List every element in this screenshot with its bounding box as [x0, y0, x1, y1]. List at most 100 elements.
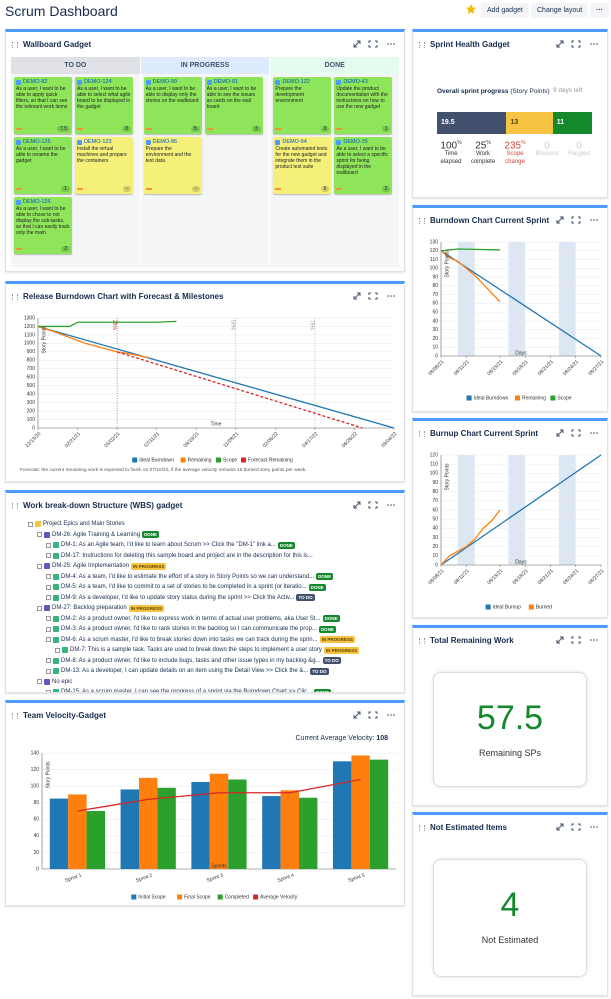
y-tick-label: 50	[432, 309, 438, 315]
legend-swatch	[528, 604, 534, 610]
drag-handle	[419, 42, 425, 48]
card-summary: As a user, I want to be able to see the …	[206, 86, 257, 110]
wbs-row: DM-27: Backlog preparation IN PROGRESS	[28, 603, 359, 614]
legend-swatch	[241, 457, 246, 463]
card-footer: 8	[77, 126, 131, 132]
gadget-controls[interactable]	[555, 635, 601, 645]
card-summary: As a user, I want to be able to chose to…	[16, 206, 70, 236]
legend-swatch	[177, 894, 183, 900]
issue-icon	[53, 573, 59, 580]
expander	[46, 584, 51, 590]
y-axis-title: Story Points	[444, 463, 450, 490]
x-axis-title: Time	[211, 421, 222, 427]
status-badge: DONE	[142, 531, 160, 539]
gadget-title: Work break-down Structure (WBS) gadget	[23, 501, 183, 510]
board-column: TO DO DEMO-82 As a user, I want to be able…	[11, 57, 140, 267]
priority-icon	[77, 128, 83, 130]
gadget-controls[interactable]	[555, 822, 601, 832]
card-summary: Prepare the environment and the test dat…	[145, 146, 192, 164]
metric-label: Remaining SPs	[478, 748, 542, 758]
stat-number: 25	[475, 140, 487, 152]
bar	[351, 755, 370, 869]
issue-type-icon	[275, 79, 281, 85]
issue-type-icon	[145, 139, 151, 145]
y-tick-label: 400	[27, 391, 36, 397]
x-tick-label: 02/06/22	[262, 431, 280, 449]
gadget-controls[interactable]	[352, 710, 398, 720]
x-tick-label: Sprint 4	[277, 872, 295, 884]
y-tick-label: 500	[27, 383, 36, 389]
x-tick-label: 11/28/21	[222, 431, 240, 449]
drag-handle	[12, 713, 18, 719]
gadget-controls[interactable]	[555, 39, 601, 49]
card-key-row: DEMO-81	[206, 79, 261, 85]
metric-value: 57.5	[476, 699, 544, 737]
y-tick-label: 0	[435, 562, 438, 568]
add-gadget-button[interactable]: Add gadget	[481, 3, 529, 18]
issue-icon	[44, 605, 50, 612]
sprint-health-gadget: Sprint Health Gadget Overall sprint prog…	[412, 29, 608, 198]
legend-label: Average Velocity	[260, 894, 298, 900]
expander	[46, 658, 51, 664]
wbs-text: DM-13: As a developer, I can update deta…	[61, 668, 309, 675]
wbs-text: DM-1: As an Agile team, I'd like to lear…	[61, 542, 276, 549]
issue-icon	[53, 626, 59, 633]
card-footer: -	[145, 186, 200, 192]
favorite-star[interactable]	[466, 4, 476, 14]
card-summary: As a user, I want to be able to select a…	[336, 146, 389, 176]
status-badge: TO DO	[296, 594, 315, 602]
gadget-controls[interactable]	[352, 500, 398, 510]
y-tick-label: 30	[432, 327, 438, 333]
status-badge: DONE	[316, 573, 334, 581]
y-tick-label: 60	[432, 507, 438, 513]
x-tick-label: 08/08/21	[427, 359, 445, 377]
y-tick-label: 20	[432, 544, 438, 550]
gadget-controls[interactable]	[352, 291, 398, 301]
x-tick-label: 07/11/21	[143, 431, 161, 449]
card-estimate: 8	[122, 126, 131, 132]
issue-icon	[62, 647, 68, 654]
bar	[262, 796, 281, 869]
x-tick-label: 08/18/21	[512, 568, 530, 586]
issue-icon	[53, 552, 59, 559]
gadget-controls[interactable]	[352, 39, 398, 49]
stat-label: Flagged	[568, 151, 590, 158]
legend-label: Initial Scope	[138, 894, 165, 900]
card-footer: -	[77, 186, 131, 192]
priority-icon	[336, 128, 343, 130]
issue-icon	[53, 636, 59, 643]
non-working-band	[558, 242, 576, 356]
menu-dot	[393, 714, 395, 716]
card-estimate: -	[192, 186, 200, 192]
x-tick-label: 08/18/21	[512, 359, 530, 377]
gadget-controls[interactable]	[555, 428, 601, 438]
segment-label: 19.5	[441, 119, 455, 126]
card: DEMO-94 Create automated tests for the ne…	[273, 137, 332, 194]
card-estimate: 1	[381, 126, 391, 132]
fullscreen-icon	[368, 711, 378, 719]
wbs-row: DM-1: As an Agile team, I'd like to lear…	[28, 540, 359, 551]
metric-box: 4 Not Estimated	[433, 859, 587, 977]
y-tick-label: 70	[432, 292, 438, 298]
stat-label: Time elapsed	[440, 151, 462, 165]
bar	[280, 790, 300, 869]
y-tick-label: 50	[432, 516, 438, 522]
x-axis-title: Sprints	[211, 863, 227, 869]
more-button[interactable]: ···	[590, 3, 609, 18]
change-layout-button[interactable]: Change layout	[531, 3, 589, 18]
y-tick-label: 120	[430, 452, 439, 458]
card-key: DEMO-82	[23, 79, 48, 85]
card: DEMO-35 As a user, I want to be able to s…	[334, 137, 393, 194]
series-line	[116, 351, 363, 429]
issue-type-icon	[145, 79, 151, 85]
y-tick-label: 80	[432, 283, 438, 289]
series-line	[440, 250, 602, 357]
bar	[209, 773, 229, 869]
gadget-controls[interactable]	[555, 215, 601, 225]
fullscreen-icon	[368, 292, 378, 300]
issue-icon	[53, 668, 59, 675]
expander	[28, 521, 33, 527]
expander	[46, 616, 51, 622]
card-summary: Prepare the development environment	[275, 86, 304, 104]
drag-handle	[12, 503, 18, 509]
